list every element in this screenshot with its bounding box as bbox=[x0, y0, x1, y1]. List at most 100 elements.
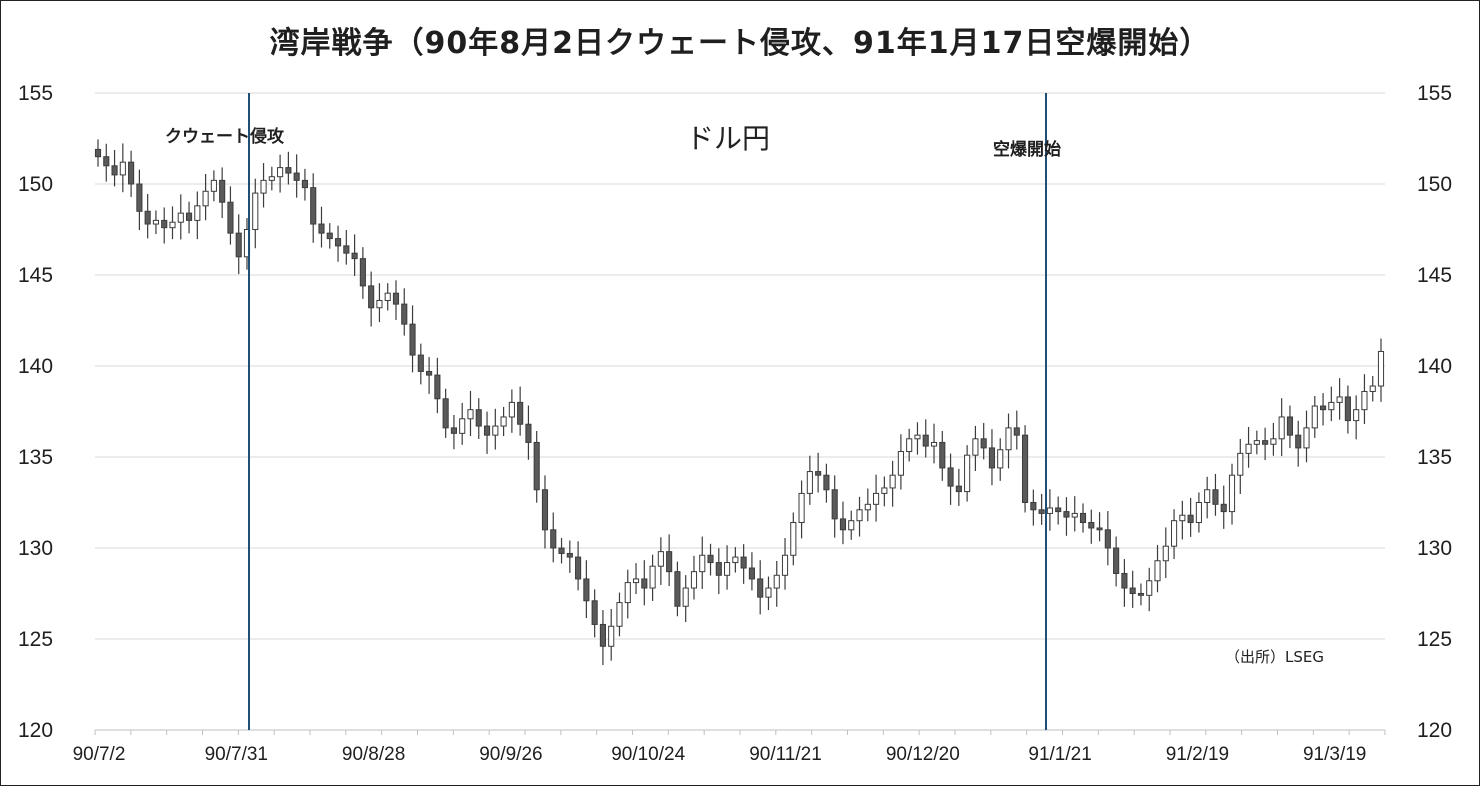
candle-body bbox=[1038, 509, 1045, 514]
candle-body bbox=[268, 176, 275, 181]
y-tick-label-right: 130 bbox=[1417, 537, 1452, 560]
candle-body bbox=[748, 567, 755, 580]
candle-body bbox=[1245, 443, 1252, 454]
candle-body bbox=[475, 409, 482, 427]
candle-body bbox=[136, 183, 143, 212]
candle-body bbox=[1228, 474, 1236, 513]
candle-body bbox=[715, 562, 722, 576]
candle-body bbox=[1344, 396, 1351, 422]
candle-body bbox=[227, 201, 234, 234]
candle-body bbox=[906, 438, 913, 453]
candle-body bbox=[848, 520, 855, 531]
candle-body bbox=[1179, 514, 1186, 522]
candle-body bbox=[177, 212, 184, 223]
candle-body bbox=[980, 438, 987, 449]
y-tick-label-right: 135 bbox=[1417, 446, 1452, 469]
candle-body bbox=[1055, 507, 1062, 513]
x-tick-label: 90/7/2 bbox=[73, 744, 126, 765]
candle-body bbox=[442, 398, 449, 429]
candle-body bbox=[1154, 560, 1161, 582]
x-tick-label: 90/12/20 bbox=[886, 744, 960, 765]
candle-body bbox=[947, 467, 954, 487]
candle-body bbox=[185, 212, 193, 221]
candle-body bbox=[930, 441, 938, 447]
candle-body bbox=[1353, 409, 1360, 422]
y-tick-label-right: 125 bbox=[1417, 628, 1452, 651]
candle-body bbox=[533, 441, 540, 491]
candle-body bbox=[873, 492, 880, 505]
candle-body bbox=[401, 303, 408, 325]
candle-body bbox=[343, 245, 350, 254]
candle-body bbox=[624, 582, 631, 604]
candle-body bbox=[806, 471, 813, 494]
candle-body bbox=[690, 571, 698, 589]
candle-body bbox=[128, 161, 135, 185]
x-tick-label: 90/8/28 bbox=[342, 744, 405, 765]
y-tick-label-right: 120 bbox=[1417, 719, 1452, 742]
y-tick-label-left: 155 bbox=[18, 82, 53, 105]
y-tick-label-left: 145 bbox=[18, 264, 53, 287]
candle-body bbox=[1063, 511, 1070, 518]
candle-body bbox=[210, 179, 217, 192]
candle-body bbox=[417, 354, 424, 372]
candle-body bbox=[1187, 514, 1194, 524]
y-axis-right: 120 125 130 135 140 145 150 155 bbox=[1417, 82, 1452, 742]
candle-body bbox=[1336, 396, 1343, 403]
candle-body bbox=[1137, 593, 1145, 596]
candle-body bbox=[1253, 440, 1260, 445]
candle-body bbox=[301, 179, 309, 189]
event-label: クウェート侵攻 bbox=[165, 126, 285, 147]
candle-body bbox=[566, 552, 573, 558]
y-tick-label-left: 125 bbox=[18, 628, 53, 651]
candle-body bbox=[1162, 545, 1169, 562]
candle-body bbox=[724, 562, 731, 576]
candle-body bbox=[194, 205, 201, 221]
candle-body bbox=[1303, 427, 1310, 449]
candle-body bbox=[219, 179, 226, 203]
candle-body bbox=[492, 425, 499, 436]
candle-body bbox=[368, 285, 375, 309]
candle-body bbox=[1022, 434, 1029, 503]
y-axis-left: 120 125 130 135 140 145 150 155 bbox=[18, 82, 53, 742]
candle-body bbox=[914, 434, 921, 440]
candle-body bbox=[161, 219, 168, 229]
x-tick-label: 91/3/19 bbox=[1303, 744, 1366, 765]
candle-body bbox=[889, 474, 896, 489]
candle-body bbox=[856, 509, 863, 522]
candle-body bbox=[483, 425, 491, 436]
candle-body bbox=[922, 434, 929, 447]
event-label: 空爆開始 bbox=[993, 139, 1061, 160]
candle-body bbox=[459, 418, 466, 434]
candle-body bbox=[285, 167, 292, 174]
candle-body bbox=[988, 447, 996, 469]
candle-body bbox=[103, 156, 110, 167]
candle-body bbox=[558, 547, 565, 554]
candle-body bbox=[1013, 427, 1020, 436]
candle-body bbox=[740, 556, 747, 569]
candle-body bbox=[1195, 502, 1202, 524]
x-tick-label: 91/1/21 bbox=[1028, 744, 1091, 765]
candle-body bbox=[334, 238, 342, 247]
x-tick-label: 90/9/26 bbox=[479, 744, 542, 765]
candle-body bbox=[881, 487, 888, 494]
candle-body bbox=[517, 401, 524, 425]
candle-body bbox=[773, 574, 780, 589]
candle-body bbox=[144, 210, 151, 225]
candle-body bbox=[1121, 572, 1128, 589]
candle-body bbox=[152, 219, 160, 225]
candle-body bbox=[359, 258, 366, 287]
candle-body bbox=[434, 374, 441, 400]
candle-body bbox=[1319, 405, 1327, 411]
source-label: （出所）LSEG bbox=[1225, 648, 1324, 666]
candle-body bbox=[111, 165, 118, 176]
candle-body bbox=[1377, 350, 1385, 387]
candle-body bbox=[467, 409, 474, 420]
candle-body bbox=[351, 252, 358, 260]
candle-body bbox=[632, 578, 640, 584]
y-tick-label-right: 140 bbox=[1417, 355, 1452, 378]
candle-body bbox=[541, 489, 549, 531]
candle-body bbox=[1361, 390, 1368, 411]
candle-body bbox=[1278, 416, 1285, 440]
candle-body bbox=[707, 554, 714, 564]
